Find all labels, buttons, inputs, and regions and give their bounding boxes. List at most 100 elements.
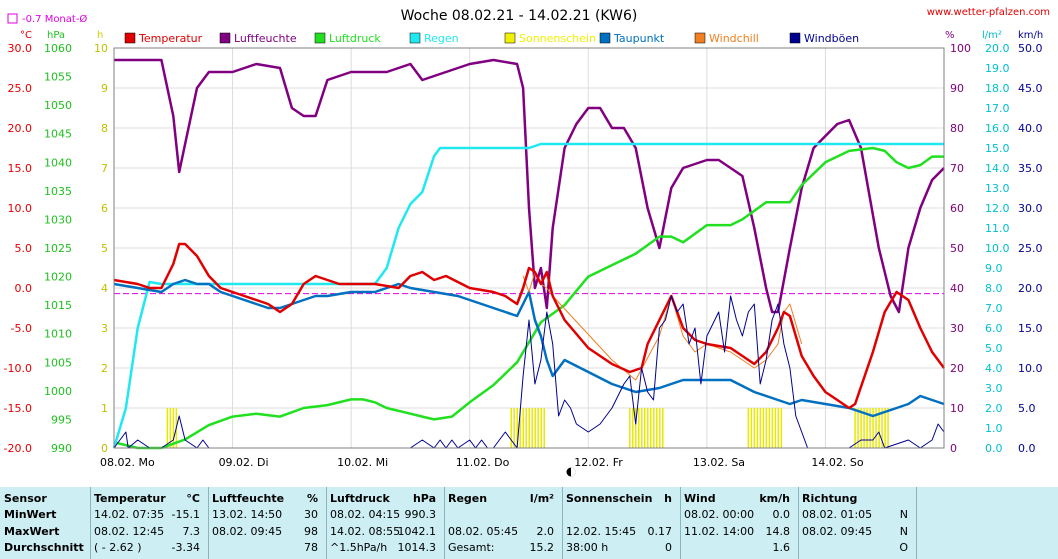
stats-temp-max-val: 7.3 xyxy=(182,525,201,538)
tick-label-lm2: 16.0 xyxy=(985,122,1010,135)
month-avg-legend-box xyxy=(7,13,18,24)
stats-temp-title: Temperatur xyxy=(94,492,166,505)
grid xyxy=(114,47,944,449)
source-link[interactable]: www.wetter-pfalzen.com xyxy=(927,7,1050,18)
tick-label-hour: 6 xyxy=(101,202,108,215)
tick-label-hpa: 1010 xyxy=(44,328,72,341)
weather-chart: Woche 08.02.21 - 14.02.21 (KW6) www.wett… xyxy=(4,7,1050,477)
stats-press-col: Luftdruck hPa 08.02. 04:15 990.3 14.02. … xyxy=(326,487,444,559)
stats-wind-min-val: 0.0 xyxy=(772,508,791,521)
tick-label-hpa: 1055 xyxy=(44,71,72,84)
stats-dir-title: Richtung xyxy=(802,492,858,505)
stats-temp-avg-label: ( - 2.62 ) xyxy=(94,541,142,554)
x-tick-label: 11.02. Do xyxy=(456,456,510,469)
stats-wind-max-time: 11.02. 14:00 xyxy=(684,525,755,538)
legend-swatch-0 xyxy=(124,32,136,44)
stats-temp-min-val: -15.1 xyxy=(171,508,200,521)
tick-label-pct: 70 xyxy=(950,162,964,175)
stats-dir-col: Richtung 08.02. 01:05 N 08.02. 09:45 N O xyxy=(798,487,916,559)
tick-label-pct: 60 xyxy=(950,202,964,215)
stats-separator xyxy=(90,487,91,559)
stats-hum-max-time: 08.02. 09:45 xyxy=(212,525,283,538)
tick-label-pct: 0 xyxy=(950,442,957,455)
tick-label-hour: 0 xyxy=(101,442,108,455)
stats-separator xyxy=(562,487,563,559)
tick-label-pct: 50 xyxy=(950,242,964,255)
legend-swatch-5 xyxy=(599,32,611,44)
tick-label-temp: 30.0 xyxy=(8,42,33,55)
tick-label-pct: 30 xyxy=(950,322,964,335)
x-axis-labels: 08.02. Mo 09.02. Di 10.02. Mi 11.02. Do 12.0… xyxy=(100,456,864,469)
tick-label-lm2: 9.0 xyxy=(985,262,1003,275)
unit-pct: % xyxy=(945,30,955,41)
stats-hum-title: Luftfeuchte xyxy=(212,492,285,505)
month-avg-legend-label: -0.7 Monat-Ø xyxy=(22,13,87,25)
legend-swatch-6 xyxy=(694,32,706,44)
stats-press-avg-val: 1014.3 xyxy=(397,541,437,554)
sunshine-bar-4 xyxy=(854,408,889,448)
stats-temp-avg-val: -3.34 xyxy=(171,541,200,554)
tick-label-kmh: 20.0 xyxy=(1018,282,1043,295)
x-tick-label: 12.02. Fr xyxy=(574,456,623,469)
tick-label-kmh: 0.0 xyxy=(1018,442,1036,455)
tick-label-pct: 10 xyxy=(950,402,964,415)
stats-rain-max-time: 08.02. 05:45 xyxy=(448,525,519,538)
tick-label-kmh: 35.0 xyxy=(1018,162,1043,175)
tick-label-lm2: 7.0 xyxy=(985,302,1003,315)
tick-label-hour: 2 xyxy=(101,362,108,375)
sunshine-bar-1 xyxy=(510,408,545,448)
legend-label-1: Luftfeuchte xyxy=(234,32,297,45)
tick-label-hour: 7 xyxy=(101,162,108,175)
series-lines xyxy=(112,58,946,450)
stats-hum-unit: % xyxy=(306,492,318,505)
legend-swatch-1 xyxy=(219,32,231,44)
tick-label-hour: 10 xyxy=(94,42,108,55)
stats-max-label: MaxWert xyxy=(4,525,60,538)
tick-label-lm2: 20.0 xyxy=(985,42,1010,55)
tick-label-temp: -10.0 xyxy=(4,362,32,375)
tick-label-temp: 0.0 xyxy=(15,282,33,295)
stats-hum-min-time: 13.02. 14:50 xyxy=(212,508,283,521)
plot-frame xyxy=(113,47,945,449)
tick-label-hpa: 1060 xyxy=(44,42,72,55)
stats-sun-col: Sonnenschein h 12.02. 15:45 0.17 38:00 h… xyxy=(562,487,680,559)
tick-label-hpa: 1035 xyxy=(44,185,72,198)
tick-label-lm2: 12.0 xyxy=(985,202,1010,215)
stats-press-avg-label: ^1.5hPa/h xyxy=(330,541,388,554)
stats-wind-unit: km/h xyxy=(759,492,790,505)
tick-label-kmh: 50.0 xyxy=(1018,42,1043,55)
stats-dir-min-time: 08.02. 01:05 xyxy=(802,508,873,521)
stats-press-max-val: 1042.1 xyxy=(397,525,437,538)
tick-label-hour: 4 xyxy=(101,282,108,295)
stats-sun-max-time: 12.02. 15:45 xyxy=(566,525,637,538)
x-tick-label: 09.02. Di xyxy=(219,456,269,469)
tick-label-kmh: 45.0 xyxy=(1018,82,1043,95)
axes: -20.0-15.0-10.0-5.00.05.010.015.020.025.… xyxy=(4,42,1043,455)
tick-label-kmh: 10.0 xyxy=(1018,362,1043,375)
tick-label-hour: 9 xyxy=(101,82,108,95)
stats-press-min-val: 990.3 xyxy=(404,508,437,521)
stats-sun-total-val: 0 xyxy=(665,541,672,554)
tick-label-lm2: 13.0 xyxy=(985,182,1010,195)
stats-sensor-col: Sensor MinWert MaxWert Durchschnitt xyxy=(0,487,90,559)
tick-label-hpa: 995 xyxy=(51,413,72,426)
tick-label-lm2: 0.0 xyxy=(985,442,1003,455)
moon-phase-light xyxy=(571,467,576,477)
stats-hum-min-val: 30 xyxy=(304,508,318,521)
tick-label-hpa: 1040 xyxy=(44,156,72,169)
unit-temp: °C xyxy=(20,30,32,41)
tick-label-hpa: 1050 xyxy=(44,99,72,112)
legend: Temperatur Luftfeuchte Luftdruck Regen Sonne… xyxy=(124,32,859,45)
tick-label-hpa: 1000 xyxy=(44,385,72,398)
tick-label-lm2: 5.0 xyxy=(985,342,1003,355)
stats-sun-max-val: 0.17 xyxy=(647,525,673,538)
stats-rain-col: Regen l/m² 08.02. 05:45 2.0 Gesamt: 15.2 xyxy=(444,487,562,559)
stats-sun-total-label: 38:00 h xyxy=(566,541,609,554)
legend-label-4: Sonnenschein xyxy=(519,32,596,45)
tick-label-temp: -5.0 xyxy=(11,322,32,335)
tick-label-lm2: 11.0 xyxy=(985,222,1010,235)
stats-separator xyxy=(916,487,917,559)
tick-label-lm2: 15.0 xyxy=(985,142,1010,155)
sunshine-bars xyxy=(166,408,889,448)
tick-label-lm2: 1.0 xyxy=(985,422,1003,435)
